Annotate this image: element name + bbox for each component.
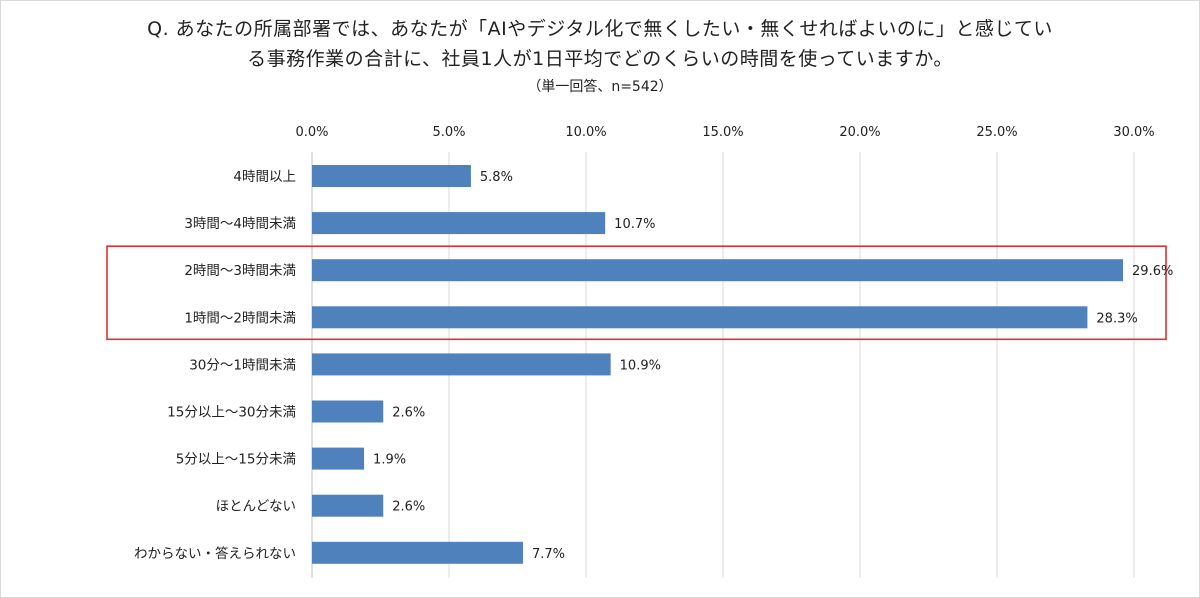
category-label: 4時間以上: [233, 169, 296, 185]
x-tick-label: 10.0%: [565, 125, 606, 140]
bar: [312, 541, 523, 564]
bar: [312, 494, 384, 517]
category-label: 15分以上～30分未満: [167, 405, 296, 421]
bar: [312, 400, 384, 423]
data-label: 2.6%: [392, 500, 425, 515]
chart-title-line-2: る事務作業の合計に、社員1人が1日平均でどのくらいの時間を使っていますか。: [247, 48, 953, 70]
category-label: 1時間～2時間未満: [184, 310, 296, 326]
x-tick-label: 30.0%: [1113, 125, 1154, 140]
chart-title-line-1: Q. あなたの所属部署では、あなたが「AIやデジタル化で無くしたい・無くせればよ…: [147, 18, 1053, 40]
data-label: 5.8%: [480, 170, 513, 185]
x-tick-label: 0.0%: [295, 125, 328, 140]
data-label: 10.9%: [620, 358, 661, 373]
category-label: ほとんどない: [216, 499, 296, 515]
category-label: わからない・答えられない: [134, 545, 296, 562]
data-label: 10.7%: [614, 217, 655, 232]
category-label: 2時間～3時間未満: [184, 263, 296, 279]
x-tick-label: 15.0%: [702, 125, 743, 140]
data-label: 7.7%: [532, 547, 565, 562]
bar: [312, 306, 1088, 329]
bar: [312, 212, 606, 235]
highlight-box: [106, 245, 1167, 341]
bar: [312, 259, 1124, 282]
category-label: 5分以上～15分未満: [176, 452, 296, 468]
bar: [312, 165, 471, 187]
category-label: 3時間～4時間未満: [184, 216, 296, 232]
data-label: 29.6%: [1132, 264, 1173, 279]
bar: [312, 353, 611, 376]
category-label: 30分～1時間未満: [189, 357, 296, 373]
data-label: 2.6%: [392, 406, 425, 421]
chart-subtitle: （単一回答、n=542）: [527, 79, 673, 95]
bar: [312, 447, 365, 470]
data-label: 28.3%: [1096, 311, 1137, 326]
x-tick-label: 25.0%: [976, 125, 1017, 140]
data-label: 1.9%: [373, 453, 406, 468]
x-tick-label: 20.0%: [839, 125, 880, 140]
x-tick-label: 5.0%: [432, 125, 465, 140]
